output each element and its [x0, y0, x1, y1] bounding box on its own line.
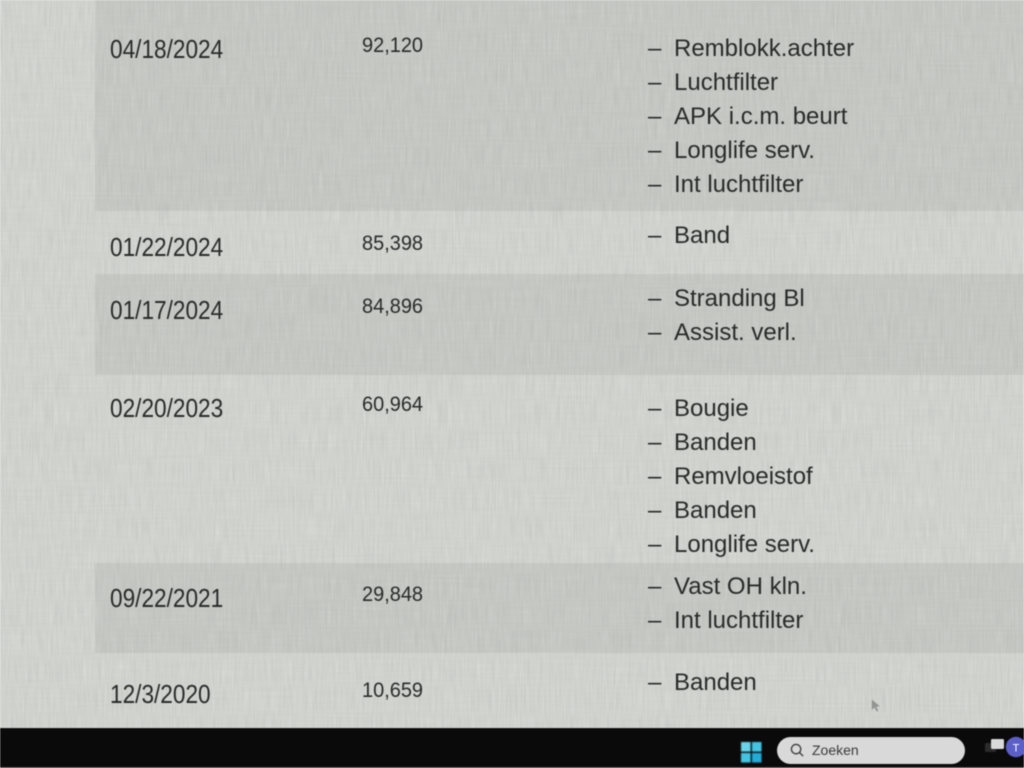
svg-text:T: T: [1013, 743, 1020, 755]
